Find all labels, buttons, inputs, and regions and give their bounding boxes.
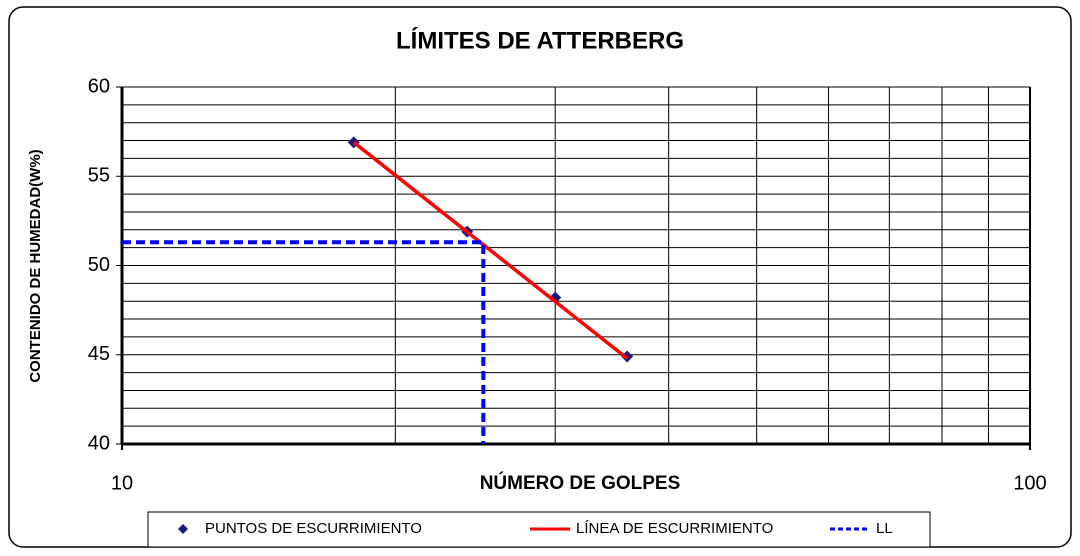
y-tick-label: 40 — [88, 432, 110, 454]
legend-label: LL — [876, 520, 893, 537]
legend-swatch — [178, 524, 188, 534]
chart-title: LÍMITES DE ATTERBERG — [396, 26, 684, 54]
y-tick-label: 60 — [88, 75, 110, 97]
series-line — [122, 240, 486, 444]
legend-label: PUNTOS DE ESCURRIMIENTO — [205, 520, 422, 537]
y-tick-label: 45 — [88, 343, 110, 365]
x-tick-label: 100 — [1013, 472, 1046, 494]
y-axis-label: CONTENIDO DE HUMEDAD(W%) — [27, 149, 44, 382]
x-axis-label: NÚMERO DE GOLPES — [480, 472, 681, 494]
legend-label: LÍNEA DE ESCURRIMIENTO — [576, 520, 773, 537]
y-tick-label: 50 — [88, 254, 110, 276]
y-tick-label: 55 — [88, 165, 110, 187]
series-line — [352, 140, 629, 360]
chart-frame — [8, 6, 1072, 548]
x-tick-label: 10 — [111, 472, 133, 494]
